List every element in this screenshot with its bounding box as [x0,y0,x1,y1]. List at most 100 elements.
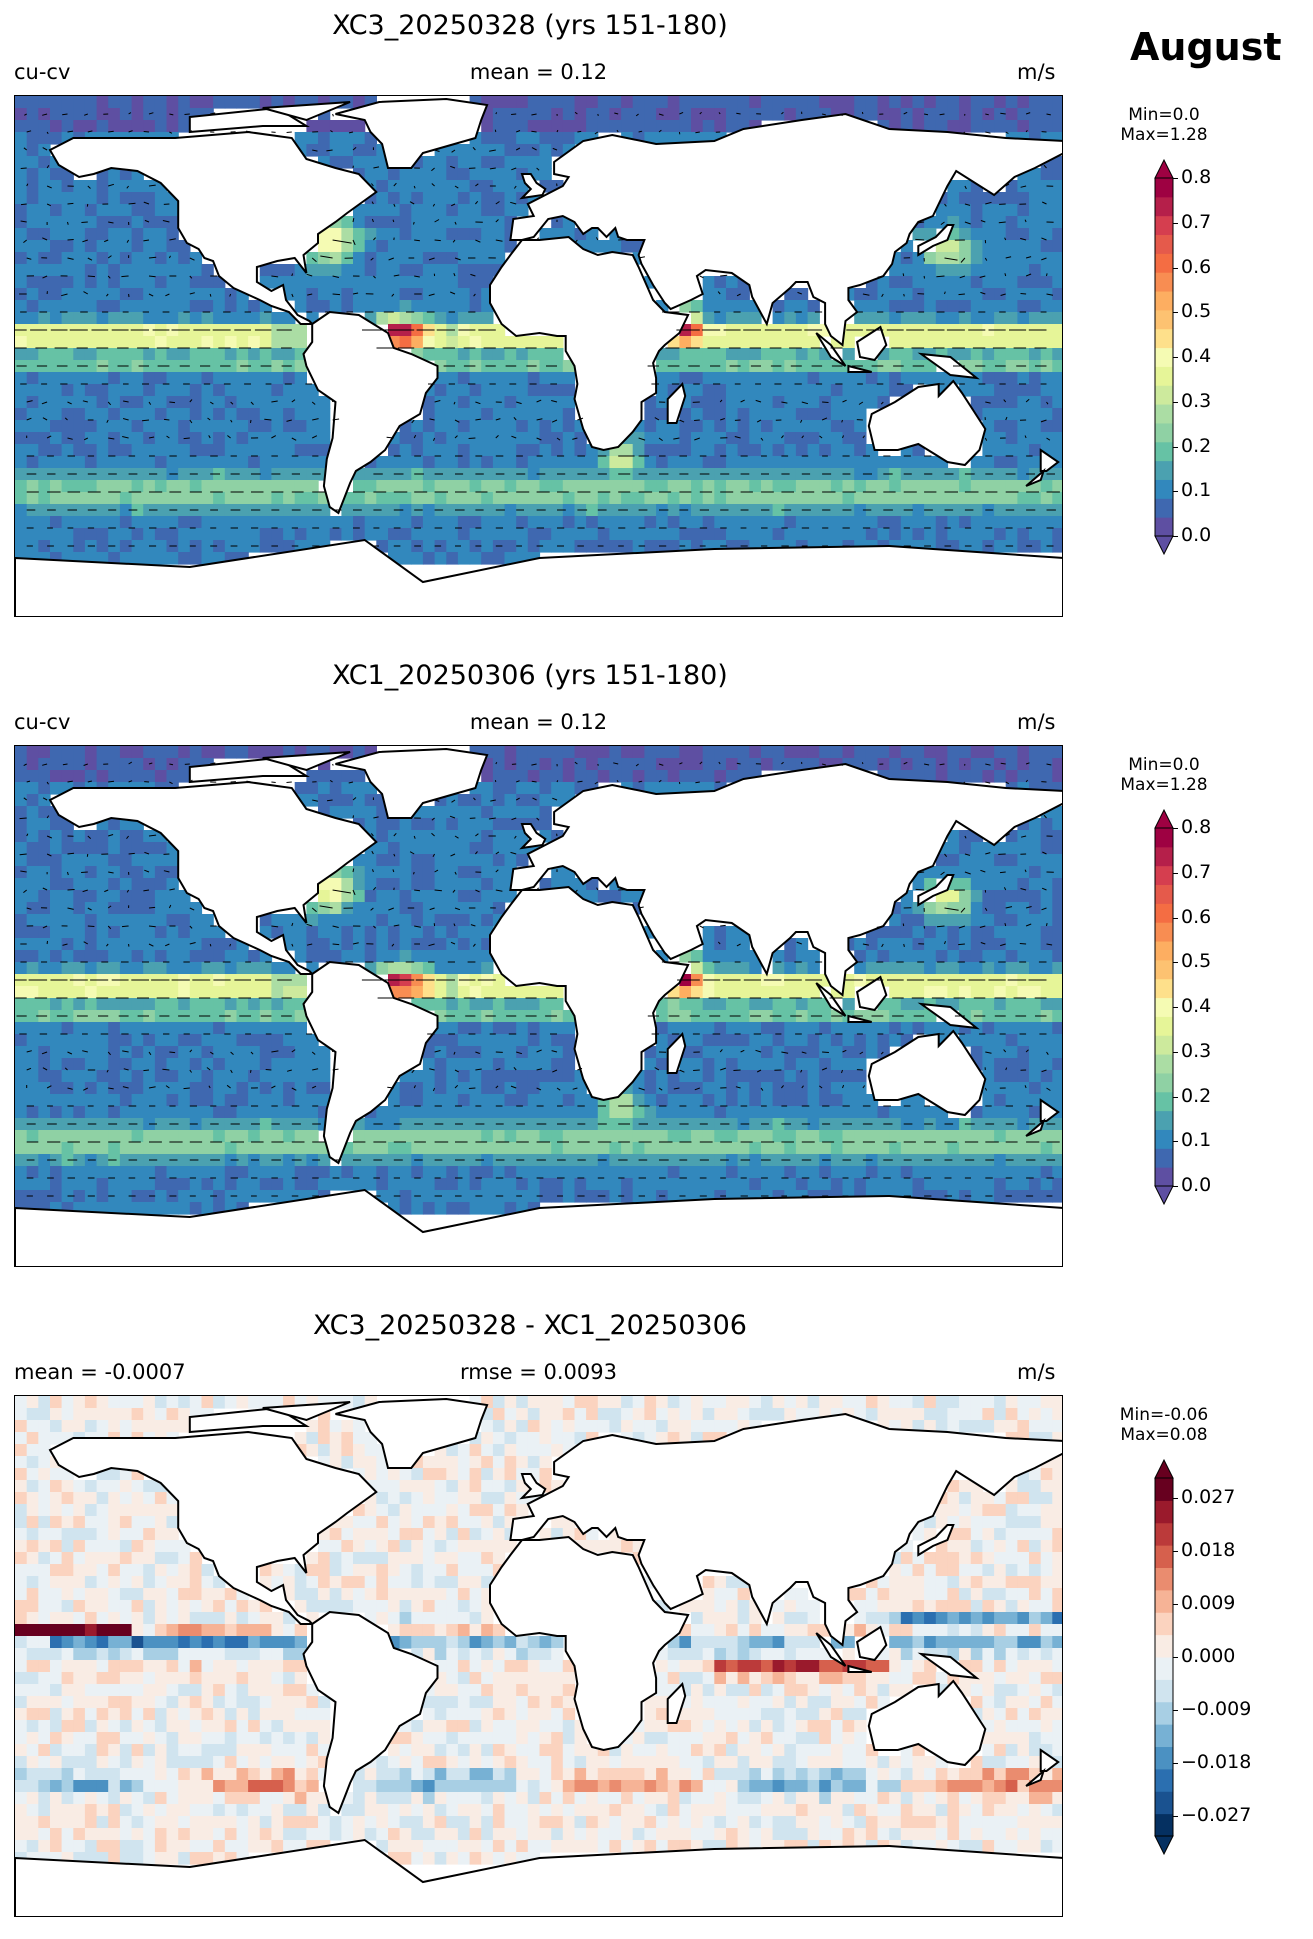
colorbar-tick-mark [1173,1498,1178,1499]
colorbar-tick-mark [1173,1710,1178,1711]
colorbar-tick-mark [1173,1051,1178,1053]
velocity-vectors [15,761,1060,1197]
colorbar-tick-label: 0.5 [1181,300,1212,323]
colorbar-tick-mark [1173,1604,1178,1605]
colorbar-tick-mark [1173,1141,1178,1143]
colorbar-segment [1155,1110,1173,1130]
colorbar-segment [1155,828,1173,848]
units-label: m/s [1017,1360,1056,1384]
colorbar-tick-mark [1173,222,1178,224]
colorbar-extend-min [1154,535,1174,556]
colorbar-tick-mark [1173,536,1178,537]
units-label: m/s [1017,60,1056,84]
colorbar-segment [1155,1054,1173,1074]
colorbar-segment [1155,479,1173,499]
colorbar-segment [1155,1724,1173,1748]
colorbar-segment [1155,1813,1173,1837]
colorbar-tick-mark [1173,491,1178,493]
colorbar-tick-mark [1173,267,1178,269]
colorbar-tick-label: 0.7 [1181,860,1212,883]
colorbar-segment [1155,1567,1173,1591]
map-svg [15,746,1062,1266]
colorbar-segment [1155,884,1173,904]
colorbar-tick-mark [1173,1551,1178,1552]
colorbar-tick-label: 0.4 [1181,995,1212,1017]
colorbar-segment [1155,234,1173,254]
field-grid [15,1396,1062,1865]
colorbar-segment [1155,178,1173,198]
colorbar-segment [1155,253,1173,273]
colorbar-segment [1155,978,1173,999]
colorbar-segment [1155,846,1173,867]
coastlines [15,1397,1062,1916]
colorbar-tick-mark [1173,1007,1178,1008]
map-panel [14,1395,1063,1917]
colorbar-segment [1155,347,1173,367]
colorbar-tick-mark [1173,917,1178,919]
colorbar-tick-label: 0.2 [1181,1084,1212,1107]
colorbar-segment [1155,1634,1173,1658]
colorbar-segment [1155,1148,1173,1168]
colorbar-tick-mark [1173,1657,1178,1658]
colorbar-segment [1155,1091,1173,1112]
colorbar-segment [1155,1129,1173,1149]
colorbar-segment [1155,1545,1173,1569]
colorbar-tick-mark [1173,1186,1178,1187]
colorbar-segment [1155,309,1173,330]
colorbar [1154,158,1174,556]
left-label: cu-cv [14,710,71,734]
colorbar-segment [1155,865,1173,886]
colorbar-tick-label: 0.7 [1181,210,1212,233]
colorbar-tick-label: 0.009 [1181,1592,1236,1614]
colorbar-segment [1155,1478,1173,1501]
colorbar-segment [1155,404,1173,424]
min-label: Min=0.0 [1128,105,1200,125]
colorbar-tick-mark [1173,446,1178,448]
colorbar-tick-label: 0.4 [1181,345,1212,367]
colorbar-extend-min [1154,1835,1174,1856]
panel-title: XC3_20250328 (yrs 151-180) [332,10,728,41]
max-label: Max=1.28 [1120,125,1208,145]
center-label: mean = 0.12 [469,60,608,84]
units-label: m/s [1017,710,1056,734]
colorbar-tick-label: 0.000 [1181,1645,1236,1667]
min-max-label: Min=-0.06 Max=0.08 [1094,1405,1234,1445]
colorbar-segment [1155,215,1173,236]
colorbar-segment [1155,1791,1173,1815]
colorbar-segment [1155,196,1173,217]
colorbar-extend-max [1154,158,1174,179]
colorbar [1154,1458,1174,1856]
colorbar-segment [1155,441,1173,462]
colorbar-tick-label: 0.6 [1181,905,1212,928]
colorbar-segment [1155,291,1173,311]
colorbar-segment [1155,1768,1173,1792]
colorbar-segment [1155,1500,1173,1524]
colorbar-tick-label: 0.6 [1181,255,1212,278]
colorbar-segment [1155,1072,1173,1093]
colorbar-tick-label: 0.1 [1181,1129,1212,1152]
left-label: mean = -0.0007 [14,1360,186,1384]
colorbar-tick-label: 0.8 [1181,166,1212,188]
colorbar-tick-mark [1173,872,1178,874]
colorbar-segment [1155,385,1173,405]
colorbar-tick-label: 0.8 [1181,816,1212,838]
colorbar-tick-mark [1173,962,1178,964]
colorbar-segment [1155,1035,1173,1055]
colorbar-segment [1155,959,1173,980]
colorbar-tick-label: 0.1 [1181,479,1212,502]
map-svg [15,1396,1062,1916]
colorbar-tick-mark [1173,1763,1178,1764]
colorbar-tick-label: 0.0 [1181,1174,1212,1196]
panel-title: XC1_20250306 (yrs 151-180) [332,660,728,691]
colorbar-segment [1155,517,1173,537]
colorbar-tick-label: 0.0 [1181,524,1212,546]
colorbar-tick-label: 0.2 [1181,434,1212,457]
colorbar-tick-label: 0.018 [1181,1539,1236,1561]
colorbar-segment [1155,1701,1173,1725]
max-label: Max=1.28 [1120,775,1208,795]
center-label: rmse = 0.0093 [459,1360,617,1384]
colorbar-extend-min [1154,1185,1174,1206]
colorbar-segment [1155,1016,1173,1036]
colorbar-segment [1155,422,1173,443]
colorbar-tick-label: −0.018 [1181,1751,1252,1773]
